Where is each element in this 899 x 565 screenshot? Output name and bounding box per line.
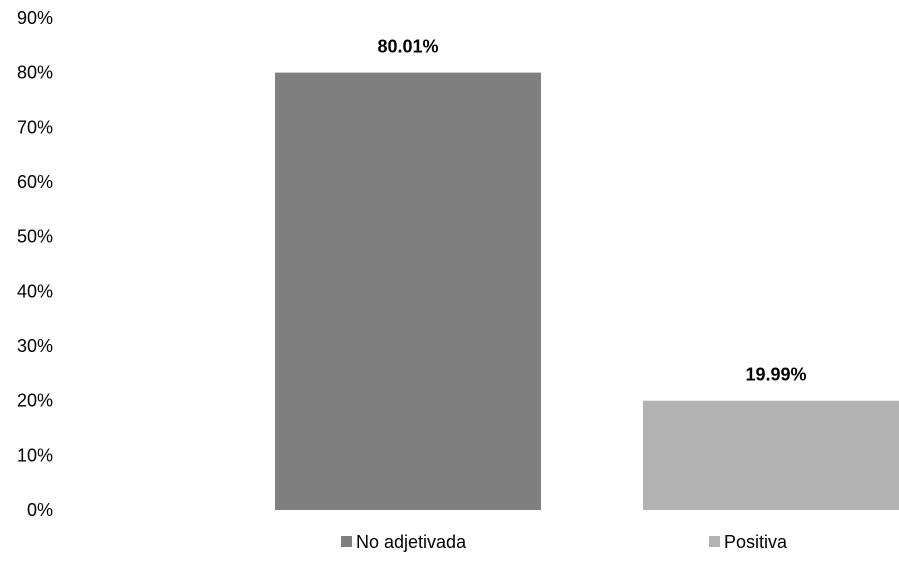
bar bbox=[275, 72, 541, 510]
data-labels: 80.01% 19.99% bbox=[377, 37, 806, 385]
y-tick-label: 40% bbox=[17, 281, 53, 301]
legend-swatch bbox=[341, 536, 352, 547]
y-axis: 0% 10% 20% 30% 40% 50% 60% 70% 80% 90% bbox=[17, 8, 53, 520]
legend: No adjetivada Positiva bbox=[341, 532, 788, 552]
y-tick-label: 20% bbox=[17, 391, 53, 411]
y-tick-label: 10% bbox=[17, 445, 53, 465]
y-tick-label: 50% bbox=[17, 227, 53, 247]
legend-label: No adjetivada bbox=[356, 532, 467, 552]
y-tick-label: 0% bbox=[27, 500, 53, 520]
y-tick-label: 80% bbox=[17, 63, 53, 83]
legend-label: Positiva bbox=[724, 532, 788, 552]
data-label: 80.01% bbox=[377, 37, 438, 57]
y-tick-label: 30% bbox=[17, 336, 53, 356]
bar bbox=[643, 400, 899, 510]
legend-swatch bbox=[709, 536, 720, 547]
data-label: 19.99% bbox=[745, 365, 806, 385]
y-tick-label: 70% bbox=[17, 117, 53, 137]
y-tick-label: 60% bbox=[17, 172, 53, 192]
bars bbox=[275, 72, 899, 510]
y-tick-label: 90% bbox=[17, 8, 53, 28]
